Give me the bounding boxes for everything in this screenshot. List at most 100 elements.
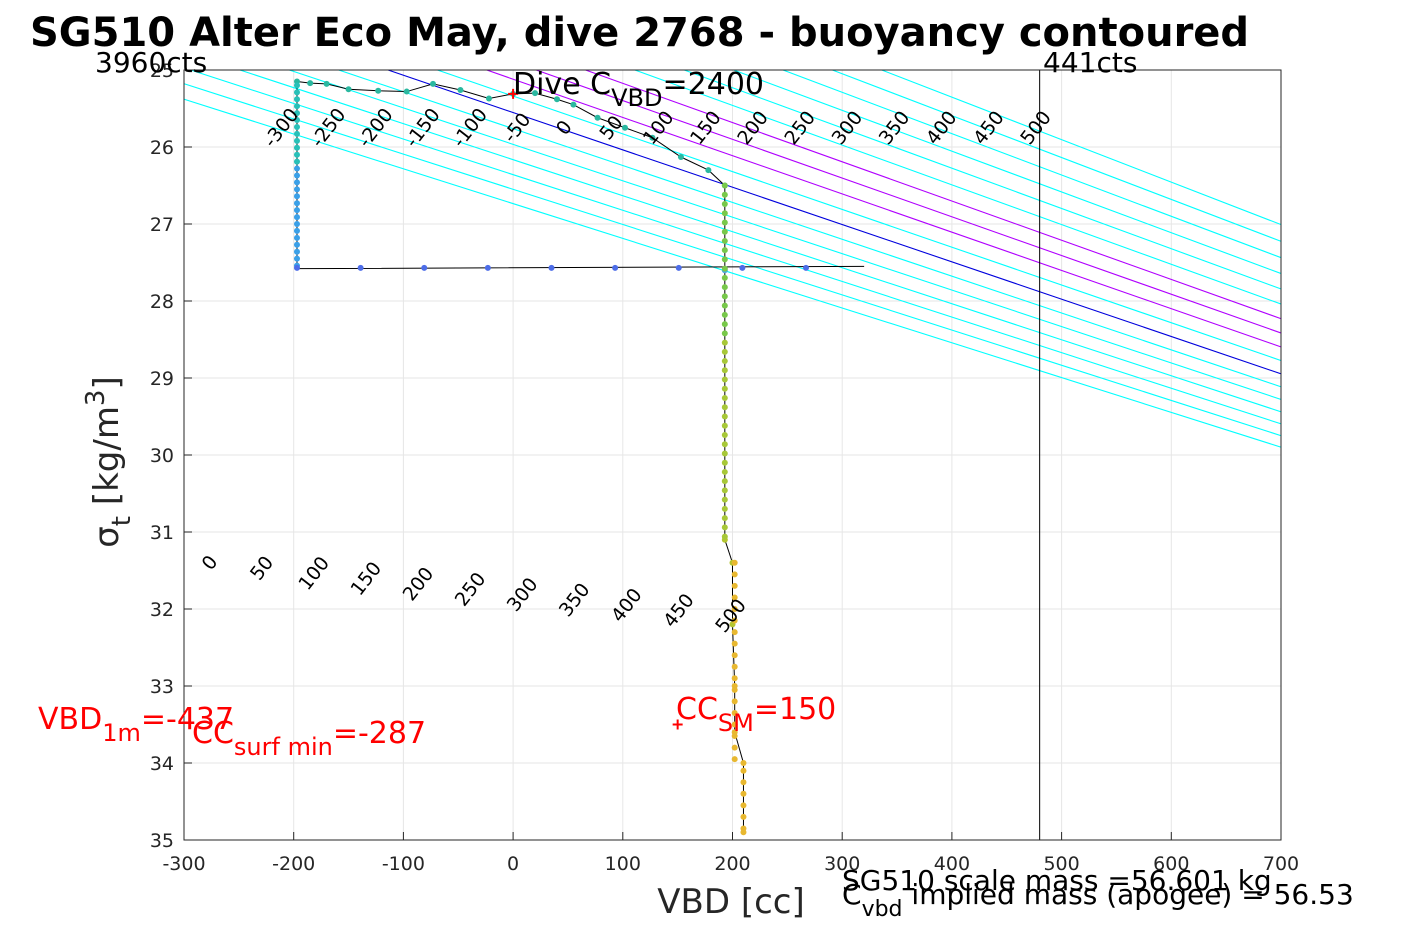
profile-point [721, 496, 728, 503]
profile-point [721, 478, 728, 485]
profile-point [293, 221, 300, 227]
profile-point [731, 756, 738, 763]
dive-cvbd-pre: Dive C [513, 67, 611, 102]
profile-point [721, 422, 728, 429]
x-tick-label: 500 [1043, 853, 1079, 875]
profile-point [802, 264, 809, 271]
y-axis-label-sub: t [107, 516, 137, 526]
profile-point [731, 571, 738, 578]
profile-point [721, 191, 728, 198]
profile-point [293, 193, 300, 200]
profile-point [430, 80, 437, 87]
cc-surf-min-post: =-287 [333, 716, 426, 751]
y-tick-label: 28 [150, 291, 174, 313]
profile-point [731, 698, 738, 705]
contour-line [239, 70, 1281, 413]
profile-point [293, 264, 300, 271]
dive-cvbd-post: =2400 [663, 67, 764, 102]
profile-point [293, 214, 300, 221]
contour-line [184, 98, 1281, 448]
profile-point [721, 247, 728, 254]
profile-point [721, 395, 728, 402]
profile-point [731, 629, 738, 636]
contour-line [437, 70, 1281, 362]
profile-point [721, 524, 728, 531]
contour-line [387, 70, 1281, 375]
profile-point [740, 779, 747, 786]
profile-point [721, 274, 728, 281]
profile-point [677, 154, 684, 161]
x-tick-label: 600 [1153, 853, 1189, 875]
profile-point [721, 228, 728, 235]
profile-point [721, 441, 728, 448]
profile-point [293, 255, 300, 262]
y-tick-label: 35 [150, 830, 174, 852]
profile-point [621, 124, 628, 131]
profile-point [740, 790, 747, 797]
vbd-1m-sub: 1m [102, 719, 141, 747]
x-tick-label: 100 [605, 853, 641, 875]
y-axis-label-symbol: σ [87, 526, 127, 548]
profile-point [293, 172, 300, 179]
contour-line [190, 70, 1281, 425]
profile-point [293, 186, 300, 193]
dive-cvbd-sub: VBD [611, 84, 662, 112]
marker-dive_cvbd [508, 88, 519, 99]
profile-point [721, 533, 728, 540]
implied-mass-label: Cvbd implied mass (apogee) = 56.53 [842, 878, 1354, 922]
y-axis-label-end: ] [87, 376, 127, 389]
contour-line [881, 70, 1281, 226]
profile-point [721, 348, 728, 355]
profile-point [739, 264, 746, 271]
y-axis-label: σt [kg/m3] [81, 376, 137, 548]
contour-line [585, 70, 1281, 320]
profile-point [649, 134, 656, 141]
profile-point [345, 86, 352, 93]
profile-point [721, 182, 728, 189]
profile-point [721, 256, 728, 263]
profile-point [731, 721, 738, 728]
profile-point [731, 594, 738, 601]
profile-point [721, 330, 728, 337]
profile-point [594, 114, 601, 121]
profile-point [293, 165, 300, 172]
contour-line [684, 70, 1281, 290]
profile-point [675, 264, 682, 271]
profile-point [721, 358, 728, 365]
profile-point [293, 234, 300, 241]
x-tick-label: 700 [1263, 853, 1299, 875]
implied-mass-pre: C [842, 878, 862, 911]
profile-point [740, 825, 747, 832]
profile-point [731, 733, 738, 740]
profile-point [293, 227, 300, 234]
profile-point [721, 237, 728, 244]
profile-point [357, 264, 364, 271]
profile-point [548, 264, 555, 271]
y-tick-label: 30 [150, 445, 174, 467]
plot-area: -300 -250 -200 -150 -100 -50 0 50 100 150 200 250 30… [150, 60, 1299, 875]
profile-point [293, 207, 300, 214]
contour-line [733, 70, 1281, 275]
profile-point [293, 137, 300, 144]
profile-point [740, 760, 747, 766]
profile-point [721, 413, 728, 420]
scale-mass-label: SG510 scale mass =56.601 kg [842, 864, 1272, 897]
profile-point [721, 385, 728, 392]
x-tick-label: -100 [382, 853, 425, 875]
y-axis-label-sup: 3 [81, 390, 111, 407]
x-tick-label: -200 [272, 853, 315, 875]
profile-point [721, 293, 728, 300]
profile-point [721, 265, 728, 272]
profile-point [403, 88, 410, 95]
y-tick-label: 26 [150, 137, 174, 159]
profile-point [293, 89, 300, 96]
profile-point [721, 487, 728, 494]
profile-point [485, 95, 492, 102]
contour-lines [184, 70, 1281, 448]
x-tick-label: 400 [934, 853, 970, 875]
profile-point [293, 130, 300, 137]
profile-point [721, 404, 728, 411]
profile-point [612, 264, 619, 271]
profile-point [375, 87, 382, 94]
dive-cvbd-label: Dive CVBD=2400 [513, 67, 764, 112]
